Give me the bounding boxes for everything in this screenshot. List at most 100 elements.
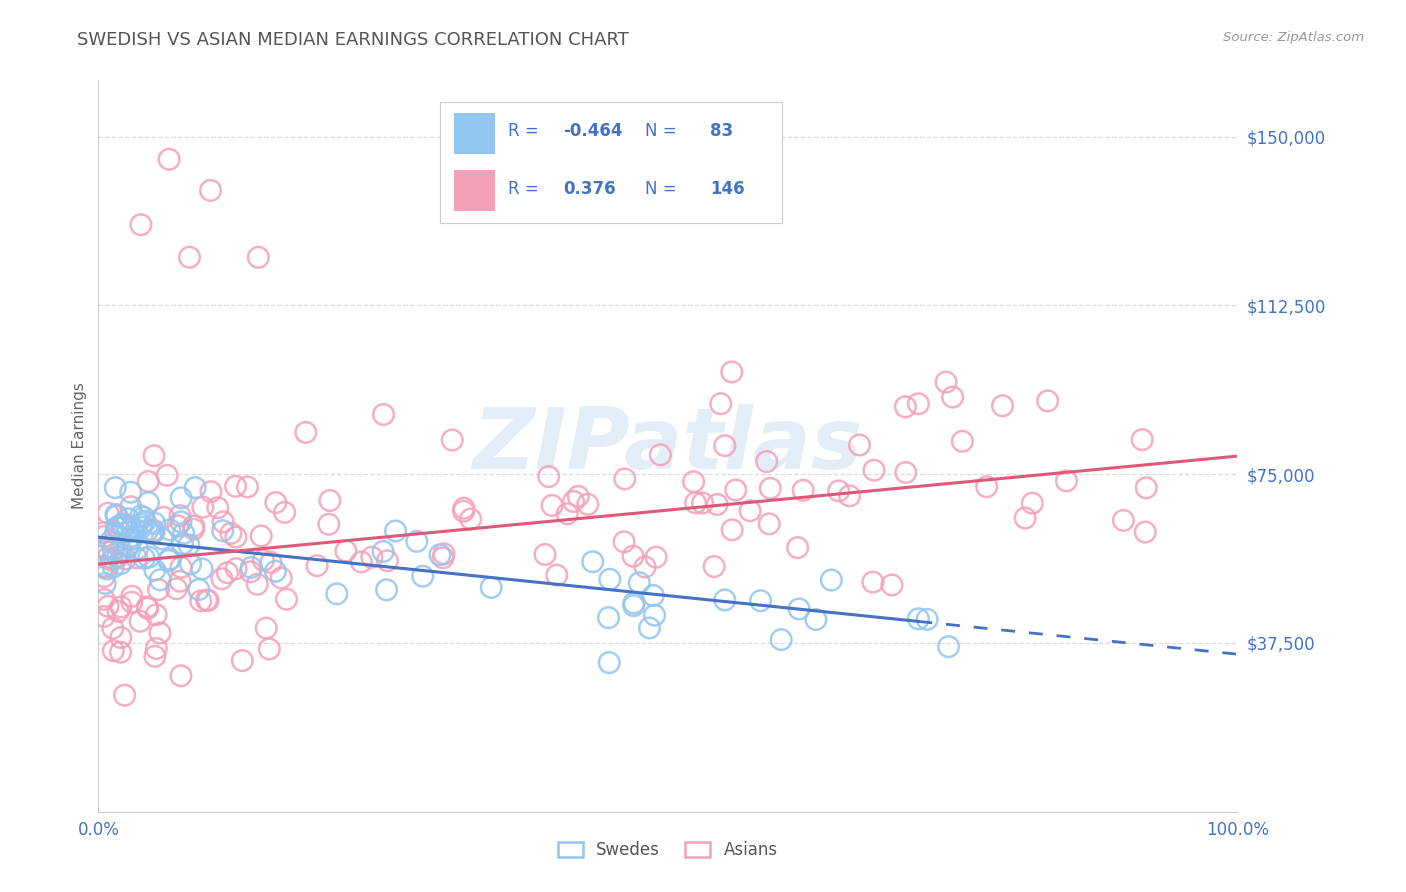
Point [225,562,247,576]
Point [907,397,929,411]
Point [152,510,174,524]
Point [250,529,273,543]
Point [537,469,560,483]
Point [634,560,657,574]
Point [127,541,149,556]
Point [706,498,728,512]
Point [96,550,118,565]
Point [894,400,917,414]
Point [246,577,269,591]
Point [111,517,134,532]
Point [173,526,195,541]
Point [143,649,166,664]
Y-axis label: Median Earnings: Median Earnings [72,383,87,509]
Point [170,515,193,529]
Point [335,544,357,558]
Point [93,559,115,574]
Point [101,621,124,635]
Point [938,640,960,654]
Point [93,525,115,540]
Point [613,472,636,486]
Point [710,397,733,411]
Point [724,483,747,497]
Point [143,524,166,539]
Point [294,425,316,440]
Point [682,475,704,489]
Point [755,454,778,468]
Point [254,621,277,635]
Point [131,520,153,534]
Point [93,541,115,556]
Point [405,534,427,549]
Point [758,516,780,531]
Point [129,508,152,523]
Point [94,576,117,591]
Point [240,560,263,574]
Point [103,535,125,549]
Point [120,529,142,543]
Point [479,581,502,595]
Point [838,489,860,503]
Point [1112,513,1135,527]
Point [159,523,181,537]
Point [96,541,118,556]
Point [231,654,253,668]
Point [191,562,214,576]
Point [991,399,1014,413]
Point [862,575,884,590]
Point [598,610,620,624]
Point [307,558,329,573]
Point [935,375,957,389]
Point [792,483,814,498]
Point [93,592,115,607]
Point [177,538,200,552]
Point [645,550,668,565]
Point [915,612,938,626]
Point [720,365,742,379]
Point [264,564,287,578]
Point [129,614,152,628]
Text: SWEDISH VS ASIAN MEDIAN EARNINGS CORRELATION CHART: SWEDISH VS ASIAN MEDIAN EARNINGS CORRELA… [77,31,630,49]
Point [650,448,672,462]
Point [260,555,283,569]
Point [638,621,661,635]
Point [187,582,209,597]
Point [145,641,167,656]
Point [219,526,242,541]
Point [120,500,142,514]
Point [97,599,120,614]
Point [104,526,127,541]
Point [143,563,166,577]
Point [217,566,239,580]
Point [880,578,903,592]
Point [276,592,298,607]
Point [121,595,143,609]
Point [270,571,292,585]
Point [207,500,229,515]
Point [534,548,557,562]
Point [157,153,180,167]
Legend: Swedes, Asians: Swedes, Asians [551,834,785,865]
Point [786,541,808,555]
Point [125,523,148,537]
Point [863,463,886,477]
Point [582,555,605,569]
Point [166,582,188,596]
Point [628,575,651,590]
Point [1021,496,1043,510]
Point [318,517,340,532]
Point [200,184,222,198]
Point [759,481,782,495]
Point [114,552,136,566]
Point [703,559,725,574]
Point [170,560,193,574]
Point [211,572,233,586]
Point [96,562,118,576]
Point [621,549,644,563]
Point [643,589,665,603]
Point [976,480,998,494]
Point [721,523,744,537]
Point [225,530,247,544]
Point [107,604,129,618]
Point [129,218,152,232]
